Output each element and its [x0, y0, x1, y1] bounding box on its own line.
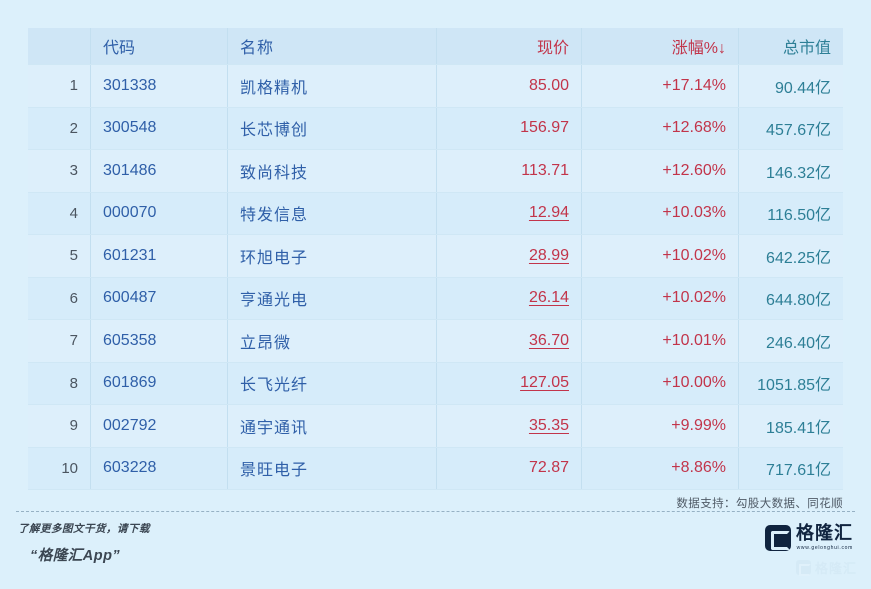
cell-price: 28.99: [436, 234, 582, 278]
corner-watermark: 格隆汇: [795, 558, 857, 577]
cell-change: +10.00%: [581, 362, 739, 405]
gelonghui-logo-icon: [765, 524, 791, 551]
column-header-change[interactable]: 涨幅%↓: [581, 28, 739, 65]
corner-watermark-name: 格隆汇: [814, 561, 857, 576]
table-body: 1 301338 凯格精机 85.00 +17.14% 90.44亿 2 300548 长芯博创…: [28, 64, 843, 490]
cell-change: +10.02%: [581, 277, 739, 320]
stock-table: 代码 名称 现价 涨幅%↓ 总市值 1 301338 凯格精机 85.00 +17.14…: [28, 28, 843, 490]
cell-name: 立昂微: [227, 319, 437, 363]
cell-change: +10.02%: [581, 234, 739, 278]
cell-index: 6: [28, 277, 91, 320]
cell-market-cap: 246.40亿: [738, 319, 843, 363]
cell-change: +12.68%: [581, 107, 739, 150]
cell-name: 亨通光电: [227, 277, 437, 320]
cell-name: 特发信息: [227, 192, 437, 235]
cell-code: 301338: [90, 64, 228, 108]
table-row[interactable]: 7 605358 立昂微 36.70 +10.01% 246.40亿: [28, 319, 843, 363]
app-promo-line1: 了解更多图文干货，请下载: [18, 523, 150, 535]
table-row[interactable]: 8 601869 长飞光纤 127.05 +10.00% 1051.85亿: [28, 362, 843, 405]
cell-code: 000070: [90, 192, 228, 235]
cell-market-cap: 642.25亿: [738, 234, 843, 278]
column-header-index[interactable]: [28, 28, 91, 65]
data-source-note: 数据支持：勾股大数据、同花顺: [676, 498, 843, 510]
cell-name: 长芯博创: [227, 107, 437, 150]
cell-code: 301486: [90, 149, 228, 193]
cell-code: 600487: [90, 277, 228, 320]
cell-name: 凯格精机: [227, 64, 437, 108]
gelonghui-logo-icon: [795, 560, 812, 576]
column-header-code[interactable]: 代码: [90, 28, 228, 65]
cell-price: 36.70: [436, 319, 582, 363]
cell-change: +8.86%: [581, 447, 739, 490]
cell-change: +12.60%: [581, 149, 739, 193]
gelonghui-brand-name: 格隆汇: [796, 523, 853, 543]
cell-index: 2: [28, 107, 91, 150]
cell-index: 7: [28, 319, 91, 363]
cell-name: 长飞光纤: [227, 362, 437, 405]
gelonghui-brand: 格隆汇 www.gelonghui.com: [765, 524, 853, 551]
cell-price: 72.87: [436, 447, 582, 490]
cell-index: 1: [28, 64, 91, 108]
cell-code: 605358: [90, 319, 228, 363]
cell-code: 002792: [90, 404, 228, 448]
footer-divider: [16, 511, 855, 512]
table-row[interactable]: 9 002792 通宇通讯 35.35 +9.99% 185.41亿: [28, 404, 843, 448]
cell-price: 156.97: [436, 107, 582, 150]
table-row[interactable]: 6 600487 亨通光电 26.14 +10.02% 644.80亿: [28, 277, 843, 320]
cell-price: 113.71: [436, 149, 582, 193]
cell-index: 8: [28, 362, 91, 405]
cell-change: +17.14%: [581, 64, 739, 108]
gelonghui-brand-url: www.gelonghui.com: [796, 545, 853, 551]
cell-price: 12.94: [436, 192, 582, 235]
table-row[interactable]: 3 301486 致尚科技 113.71 +12.60% 146.32亿: [28, 149, 843, 193]
cell-index: 4: [28, 192, 91, 235]
cell-price: 35.35: [436, 404, 582, 448]
column-header-market-cap[interactable]: 总市值: [738, 28, 843, 65]
table-row[interactable]: 2 300548 长芯博创 156.97 +12.68% 457.67亿: [28, 107, 843, 150]
cell-code: 300548: [90, 107, 228, 150]
table-header-row: 代码 名称 现价 涨幅%↓ 总市值: [28, 28, 843, 65]
cell-change: +10.01%: [581, 319, 739, 363]
cell-market-cap: 185.41亿: [738, 404, 843, 448]
table-header: 代码 名称 现价 涨幅%↓ 总市值: [28, 28, 843, 65]
cell-name: 致尚科技: [227, 149, 437, 193]
table-row[interactable]: 5 601231 环旭电子 28.99 +10.02% 642.25亿: [28, 234, 843, 278]
gelonghui-brand-text: 格隆汇 www.gelonghui.com: [796, 524, 853, 551]
cell-name: 环旭电子: [227, 234, 437, 278]
cell-change: +10.03%: [581, 192, 739, 235]
cell-code: 601869: [90, 362, 228, 405]
app-promo: 了解更多图文干货，请下载 “格隆汇App”: [18, 521, 150, 565]
cell-market-cap: 146.32亿: [738, 149, 843, 193]
cell-market-cap: 1051.85亿: [738, 362, 843, 405]
table-row[interactable]: 4 000070 特发信息 12.94 +10.03% 116.50亿: [28, 192, 843, 235]
column-header-name[interactable]: 名称: [227, 28, 437, 65]
cell-change: +9.99%: [581, 404, 739, 448]
cell-code: 603228: [90, 447, 228, 490]
cell-price: 85.00: [436, 64, 582, 108]
cell-price: 127.05: [436, 362, 582, 405]
cell-market-cap: 717.61亿: [738, 447, 843, 490]
column-header-price[interactable]: 现价: [436, 28, 582, 65]
cell-market-cap: 116.50亿: [738, 192, 843, 235]
table-row[interactable]: 1 301338 凯格精机 85.00 +17.14% 90.44亿: [28, 64, 843, 108]
cell-index: 10: [28, 447, 91, 490]
cell-market-cap: 90.44亿: [738, 64, 843, 108]
cell-index: 9: [28, 404, 91, 448]
app-promo-line2: “格隆汇App”: [30, 548, 121, 564]
cell-price: 26.14: [436, 277, 582, 320]
cell-name: 通宇通讯: [227, 404, 437, 448]
table-row[interactable]: 10 603228 景旺电子 72.87 +8.86% 717.61亿: [28, 447, 843, 490]
cell-market-cap: 644.80亿: [738, 277, 843, 320]
cell-market-cap: 457.67亿: [738, 107, 843, 150]
cell-code: 601231: [90, 234, 228, 278]
cell-index: 5: [28, 234, 91, 278]
cell-index: 3: [28, 149, 91, 193]
cell-name: 景旺电子: [227, 447, 437, 490]
